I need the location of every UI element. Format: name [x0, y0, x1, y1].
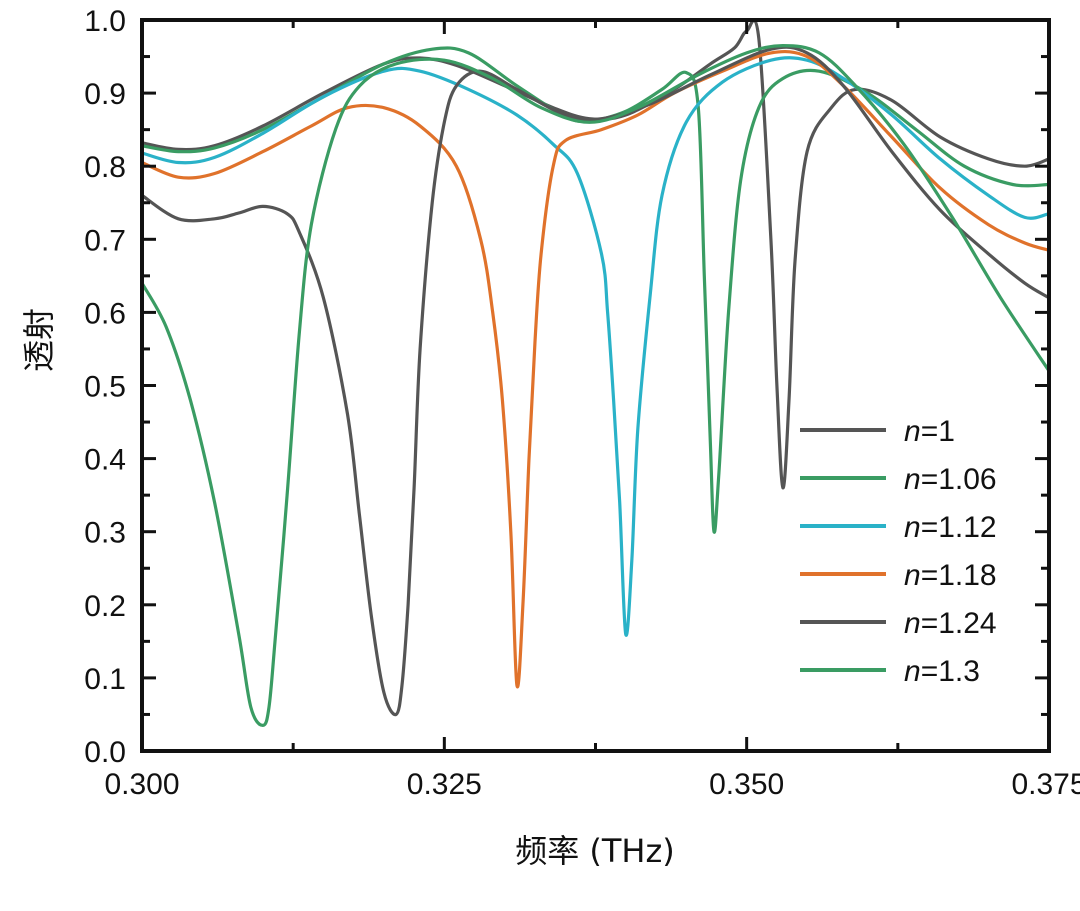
y-tick-label: 0.3	[84, 517, 126, 550]
y-tick-label: 0.6	[84, 297, 126, 330]
series-line-3	[142, 56, 1049, 637]
y-tick-label: 0.5	[84, 371, 126, 404]
legend-label: n=1.12	[904, 511, 997, 544]
y-tick-label: 0.9	[84, 78, 126, 111]
y-tick-label: 0.7	[84, 224, 126, 257]
y-tick-label: 0.4	[84, 444, 126, 477]
y-tick-label: 1.0	[84, 5, 126, 38]
x-axis-ticks: 0.300 0.325 0.350 0.375	[104, 20, 1080, 801]
x-tick-label: 0.325	[407, 768, 482, 801]
x-tick-label: 0.350	[709, 768, 784, 801]
y-axis-ticks: 0.0 0.1 0.2 0.3 0.4 0.5 0.6 0.7 0.8 0.9 1.0	[84, 5, 1049, 769]
series-line-5	[142, 45, 1049, 717]
y-tick-label: 0.2	[84, 590, 126, 623]
legend-label: n=1.18	[904, 559, 997, 592]
legend-label: n=1.06	[904, 463, 997, 496]
x-tick-label: 0.375	[1011, 768, 1080, 801]
y-axis-title: 透射	[20, 308, 58, 372]
legend-label: n=1.3	[904, 655, 980, 688]
series-line-4	[142, 49, 1049, 689]
series-line-2	[142, 46, 1049, 534]
legend: n=1 n=1.06 n=1.12 n=1.18 n=1.24 n=1.3	[800, 415, 997, 688]
y-tick-label: 0.0	[84, 736, 126, 769]
legend-label: n=1	[904, 415, 955, 448]
series-line-6	[142, 44, 1049, 727]
series-curves	[142, 20, 1049, 727]
plot-frame	[140, 18, 1051, 753]
y-tick-label: 0.1	[84, 663, 126, 696]
x-axis-title: 频率 (THz)	[515, 832, 675, 870]
y-tick-label: 0.8	[84, 151, 126, 184]
legend-label: n=1.24	[904, 607, 997, 640]
x-tick-label: 0.300	[104, 768, 179, 801]
